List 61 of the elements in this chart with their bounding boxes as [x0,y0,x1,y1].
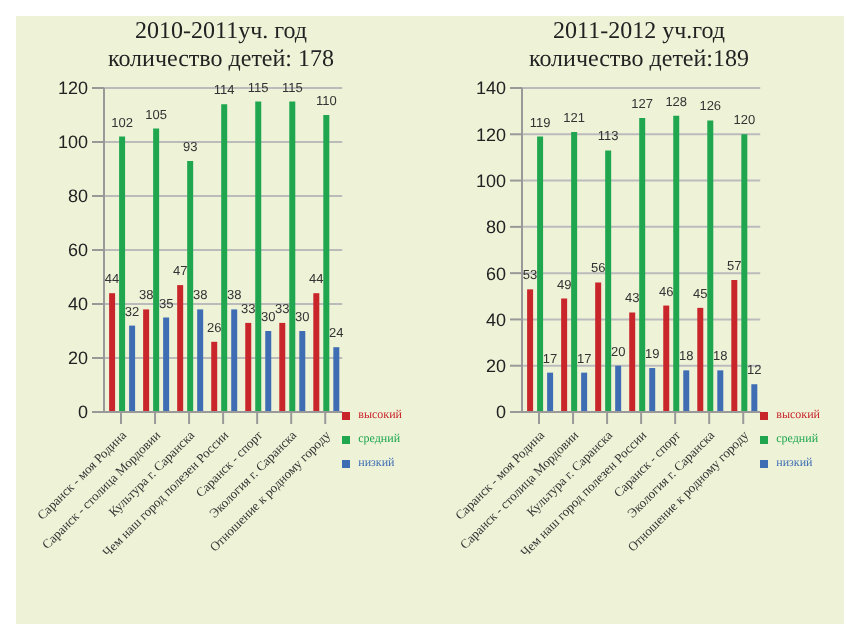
y-tick-label: 120 [57,78,88,99]
bar [187,160,194,412]
bar [717,370,724,412]
y-tick-label: 60 [67,240,88,261]
bar [673,115,680,412]
bar [649,368,656,412]
bar [639,118,646,412]
bar [221,104,228,412]
bar [231,309,238,412]
y-tick-label: 80 [67,186,88,207]
chart-title: 2011-2012 уч.год [551,16,727,44]
chart-subtitle: количество детей:189 [526,44,752,72]
bar [109,293,116,412]
bar [561,298,568,412]
bar [707,120,714,412]
bar [323,115,330,412]
bar [527,289,534,412]
y-tick-label: 20 [67,348,88,369]
bar [333,347,340,412]
bar [211,341,218,412]
bar [537,136,544,412]
y-tick-label: 40 [67,294,88,315]
bar [289,101,296,412]
bar [547,372,554,412]
y-tick-label: 100 [57,132,88,153]
bar [663,305,670,412]
y-tick-label: 80 [485,217,506,238]
bar [683,370,690,412]
bar [581,372,588,412]
bar [153,128,160,412]
bar [143,309,150,412]
bar [265,331,272,412]
bar [595,282,602,412]
y-tick-label: 60 [485,263,506,284]
y-tick-label: 0 [77,402,88,423]
y-tick-label: 100 [475,170,506,191]
bar [299,331,306,412]
y-tick-label: 0 [495,402,506,423]
bar [279,322,286,412]
y-tick-label: 20 [485,356,506,377]
chart-title: 2010-2011уч. год [133,16,309,44]
y-tick-label: 40 [485,309,506,330]
bar [605,150,612,412]
y-tick-label: 120 [475,124,506,145]
bar [629,312,636,412]
y-tick-label: 140 [475,78,506,99]
bar [615,365,622,412]
chart-subtitle: количество детей: 178 [105,44,337,72]
bar [245,322,252,412]
bar [571,131,578,412]
bar [129,325,136,412]
bar [119,136,126,412]
bar [313,293,320,412]
bar [255,101,262,412]
bar [731,280,738,412]
bar [163,317,170,412]
bar [177,285,184,412]
bar [197,309,204,412]
bar [697,307,704,412]
bar [751,384,758,412]
bar [741,134,748,412]
